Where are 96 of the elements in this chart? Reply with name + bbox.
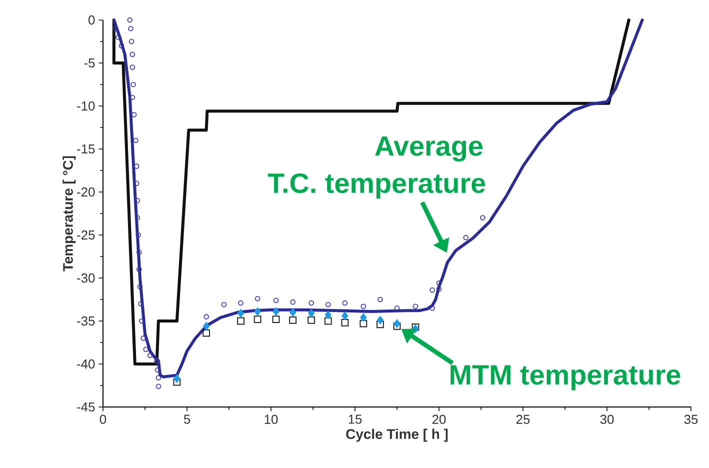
x-axis-title: Cycle Time [ h ] (346, 428, 448, 442)
point (154, 367, 160, 373)
point (237, 308, 244, 318)
point (173, 378, 181, 386)
point (140, 336, 146, 341)
point (308, 300, 314, 306)
annotation: MTM temperature (450, 365, 680, 390)
point (272, 307, 280, 316)
point (254, 296, 260, 302)
point (136, 232, 141, 238)
point (137, 284, 143, 290)
x-tick-label: 25 (516, 414, 530, 424)
annotation: Average (375, 136, 482, 162)
y-tick-label: -35 (77, 316, 95, 326)
y-tick-label: -20 (77, 187, 95, 197)
point (290, 299, 296, 305)
point (308, 308, 315, 318)
x-tick-label: 0 (100, 414, 106, 424)
point (412, 304, 418, 310)
point (273, 298, 279, 304)
y-tick-label: -40 (77, 359, 95, 369)
point (360, 313, 367, 322)
point (202, 322, 210, 331)
point (136, 266, 142, 272)
point (463, 234, 469, 240)
x-tick-label: 35 (684, 414, 698, 424)
point (436, 280, 442, 286)
point (138, 318, 144, 324)
point (360, 320, 368, 328)
point (115, 34, 121, 40)
point (394, 305, 400, 311)
point (360, 304, 366, 310)
y-tick-label: -5 (84, 58, 95, 68)
point (238, 300, 244, 306)
point (341, 319, 349, 326)
point (143, 346, 148, 352)
point (128, 38, 134, 44)
point (204, 314, 209, 320)
point (394, 319, 400, 328)
point (480, 215, 486, 220)
y-tick-label: -45 (77, 402, 95, 412)
point (154, 358, 160, 364)
point (174, 374, 180, 384)
annotation: T.C. temperature (268, 173, 486, 199)
point (130, 52, 136, 58)
point (156, 375, 162, 380)
point (221, 302, 227, 308)
point (324, 310, 332, 320)
point (134, 198, 140, 204)
point (130, 94, 136, 100)
point (376, 320, 384, 328)
y-tick-label: -25 (77, 230, 95, 240)
point (128, 26, 134, 32)
point (134, 164, 140, 169)
point (412, 323, 420, 331)
point (378, 296, 383, 302)
point (130, 64, 136, 70)
x-tick-label: 30 (600, 414, 614, 424)
point (131, 112, 137, 118)
point (156, 384, 162, 390)
x-tick-label: 10 (264, 414, 278, 424)
x-tick-label: 15 (348, 414, 362, 424)
point (430, 287, 435, 293)
point (342, 300, 348, 306)
y-tick-label: -15 (77, 144, 95, 154)
point (430, 305, 435, 311)
point (436, 286, 442, 292)
y-tick-label: 0 (88, 15, 95, 25)
point (324, 317, 332, 325)
point (134, 180, 140, 186)
point (254, 316, 262, 323)
point (138, 301, 144, 306)
point (112, 26, 118, 32)
point (342, 311, 348, 320)
point (289, 316, 297, 324)
point (127, 17, 133, 23)
point (289, 308, 296, 317)
point (308, 316, 316, 324)
y-tick-label: -30 (77, 273, 95, 283)
point (237, 317, 244, 325)
x-tick-label: 20 (432, 414, 446, 424)
y-tick-label: -10 (77, 101, 95, 111)
x-tick-label: 5 (184, 414, 190, 424)
point (118, 43, 124, 48)
point (376, 316, 384, 325)
point (134, 215, 140, 220)
y-axis-title: Temperature [ °C] (62, 156, 76, 272)
point (393, 322, 401, 330)
point (325, 302, 331, 308)
point (254, 307, 261, 316)
point (272, 316, 280, 323)
point (130, 82, 136, 88)
point (202, 329, 210, 337)
point (133, 138, 138, 144)
point (136, 250, 142, 255)
point (147, 352, 153, 358)
